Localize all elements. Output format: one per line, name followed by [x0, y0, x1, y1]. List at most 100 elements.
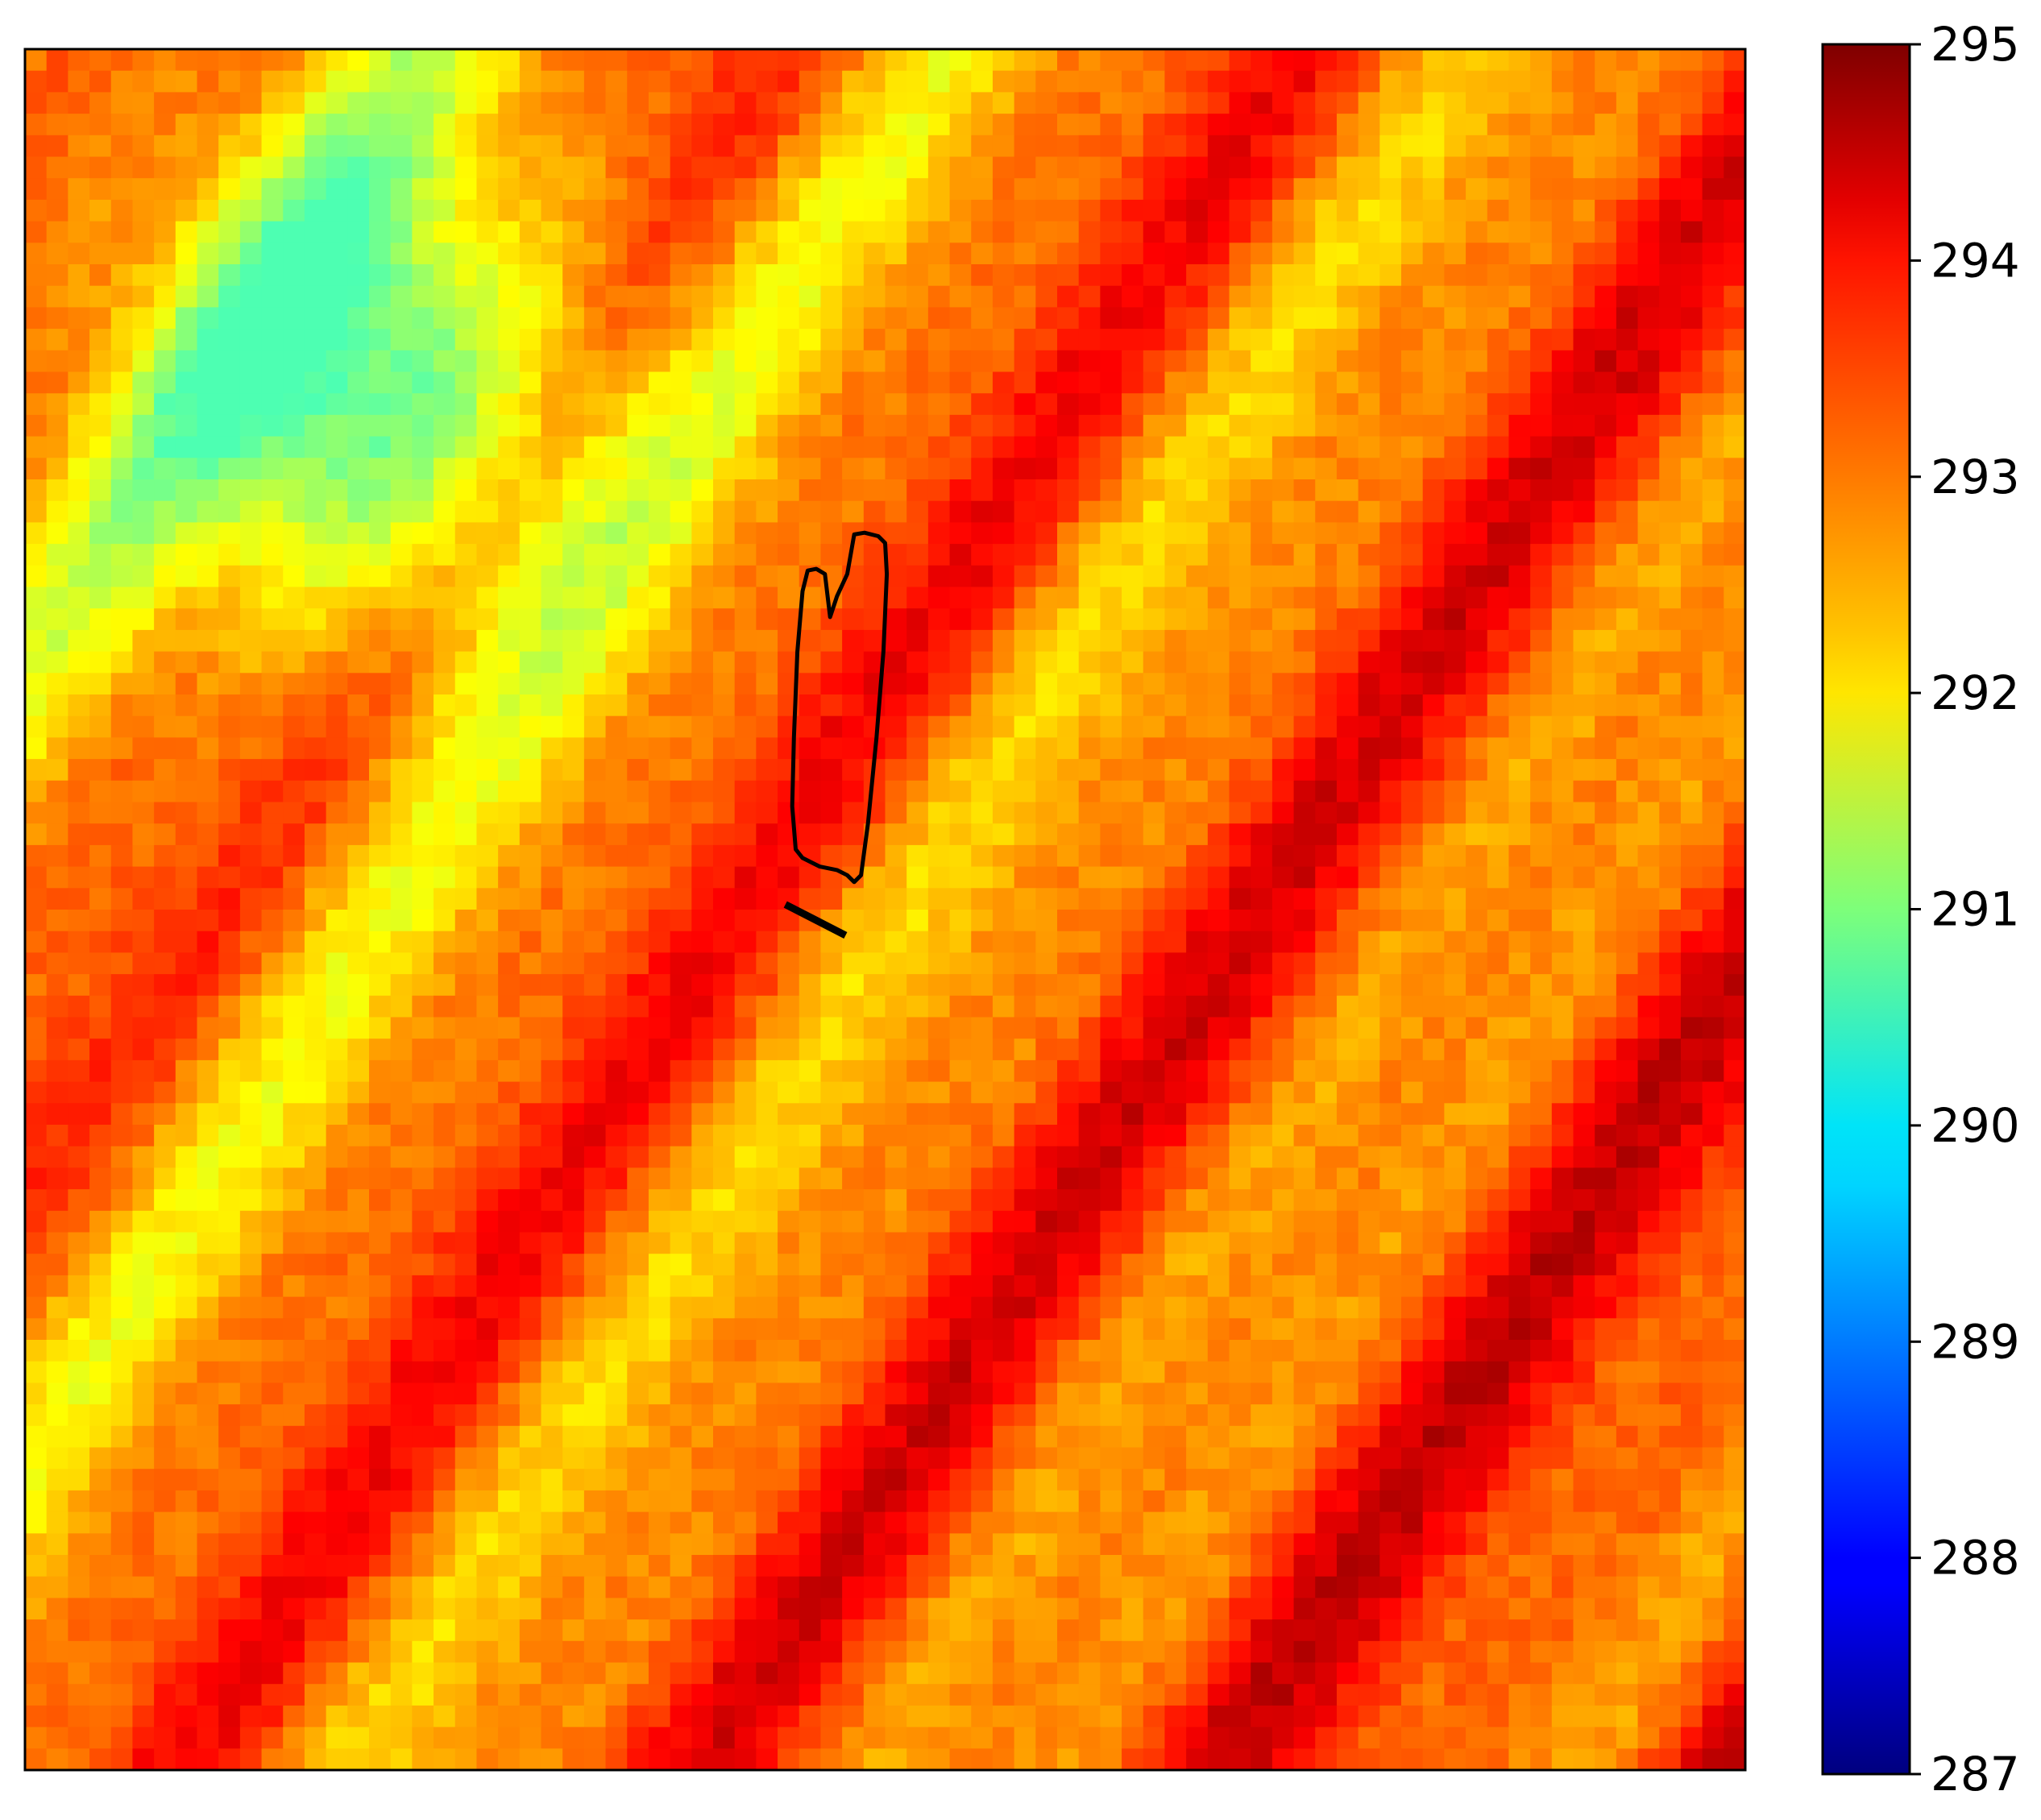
heatmap-cell	[648, 931, 671, 953]
heatmap-cell	[1422, 866, 1445, 889]
heatmap-cell	[476, 1039, 499, 1061]
heatmap-cell	[927, 694, 951, 717]
heatmap-cell	[1271, 479, 1295, 502]
heatmap-cell	[1530, 329, 1553, 351]
heatmap-cell	[1530, 823, 1553, 846]
heatmap-cell	[1551, 910, 1574, 932]
heatmap-cell	[347, 995, 370, 1018]
heatmap-cell	[1466, 1103, 1488, 1126]
heatmap-cell	[476, 285, 499, 308]
heatmap-cell	[46, 629, 68, 653]
heatmap-cell	[1724, 952, 1746, 975]
heatmap-cell	[1057, 651, 1080, 674]
heatmap-cell	[239, 70, 263, 93]
heatmap-cell	[863, 350, 886, 373]
heatmap-cell	[799, 1254, 822, 1276]
heatmap-cell	[369, 802, 392, 824]
heatmap-cell	[1466, 1125, 1488, 1147]
heatmap-cell	[283, 156, 305, 179]
heatmap-cell	[562, 1081, 585, 1104]
heatmap-cell	[326, 1232, 348, 1254]
heatmap-cell	[1186, 92, 1209, 114]
heatmap-cell	[476, 1103, 499, 1126]
heatmap-cell	[283, 952, 305, 975]
heatmap-cell	[1078, 458, 1101, 480]
heatmap-cell	[1422, 135, 1445, 158]
heatmap-cell	[1207, 92, 1230, 114]
heatmap-cell	[68, 436, 90, 458]
heatmap-cell	[778, 952, 800, 975]
heatmap-cell	[992, 910, 1015, 932]
heatmap-cell	[1315, 70, 1338, 93]
heatmap-cell	[1014, 952, 1036, 975]
heatmap-cell	[369, 759, 392, 781]
heatmap-cell	[68, 737, 90, 760]
heatmap-cell	[906, 1318, 929, 1341]
heatmap-cell	[25, 436, 48, 458]
heatmap-cell	[1379, 135, 1402, 158]
heatmap-cell	[1122, 1296, 1144, 1319]
heatmap-cell	[992, 1146, 1015, 1168]
heatmap-cell	[820, 1210, 843, 1233]
heatmap-cell	[347, 737, 370, 760]
heatmap-cell	[756, 565, 778, 588]
heatmap-cell	[1551, 888, 1574, 910]
heatmap-cell	[476, 1383, 499, 1405]
heatmap-cell	[132, 931, 155, 953]
heatmap-cell	[239, 931, 263, 953]
heatmap-cell	[734, 1039, 757, 1061]
heatmap-cell	[25, 844, 48, 868]
heatmap-cell	[454, 737, 478, 760]
heatmap-cell	[1100, 522, 1122, 545]
heatmap-cell	[778, 1254, 800, 1276]
heatmap-cell	[971, 264, 994, 287]
heatmap-cell	[1573, 1232, 1595, 1254]
heatmap-cell	[412, 307, 434, 330]
heatmap-cell	[734, 307, 757, 330]
heatmap-cell	[239, 1167, 263, 1190]
heatmap-cell	[326, 522, 348, 545]
heatmap-cell	[110, 436, 134, 458]
heatmap-cell	[1358, 1167, 1380, 1190]
heatmap-cell	[1595, 759, 1617, 781]
heatmap-cell	[1336, 780, 1359, 803]
heatmap-cell	[1336, 329, 1359, 351]
heatmap-cell	[627, 565, 649, 588]
heatmap-cell	[1401, 931, 1424, 953]
heatmap-cell	[1573, 307, 1595, 330]
heatmap-cell	[627, 350, 649, 373]
heatmap-cell	[1014, 350, 1036, 373]
heatmap-cell	[1057, 866, 1080, 889]
heatmap-cell	[1164, 199, 1187, 222]
heatmap-cell	[1293, 888, 1316, 910]
heatmap-cell	[842, 393, 865, 416]
heatmap-cell	[885, 221, 907, 243]
heatmap-cell	[197, 522, 219, 545]
heatmap-cell	[1100, 307, 1122, 330]
heatmap-cell	[132, 952, 155, 975]
heatmap-cell	[1487, 629, 1510, 653]
heatmap-cell	[648, 1189, 671, 1212]
heatmap-cell	[1616, 1146, 1639, 1168]
heatmap-cell	[778, 565, 800, 588]
heatmap-cell	[1057, 565, 1080, 588]
heatmap-cell	[261, 587, 284, 609]
heatmap-cell	[605, 759, 628, 781]
heatmap-cell	[605, 350, 628, 373]
heatmap-cell	[691, 1318, 714, 1341]
heatmap-cell	[369, 629, 392, 653]
heatmap-cell	[369, 565, 392, 588]
heatmap-cell	[1401, 759, 1424, 781]
heatmap-cell	[1014, 715, 1036, 738]
heatmap-cell	[1057, 199, 1080, 222]
heatmap-cell	[1035, 92, 1058, 114]
heatmap-cell	[1637, 1232, 1660, 1254]
heatmap-cell	[154, 114, 176, 136]
heatmap-cell	[756, 1059, 778, 1083]
heatmap-cell	[1143, 1296, 1166, 1319]
heatmap-cell	[1444, 823, 1466, 846]
heatmap-cell	[434, 565, 456, 588]
heatmap-cell	[304, 307, 327, 330]
heatmap-cell	[670, 651, 692, 674]
heatmap-cell	[1379, 1232, 1402, 1254]
